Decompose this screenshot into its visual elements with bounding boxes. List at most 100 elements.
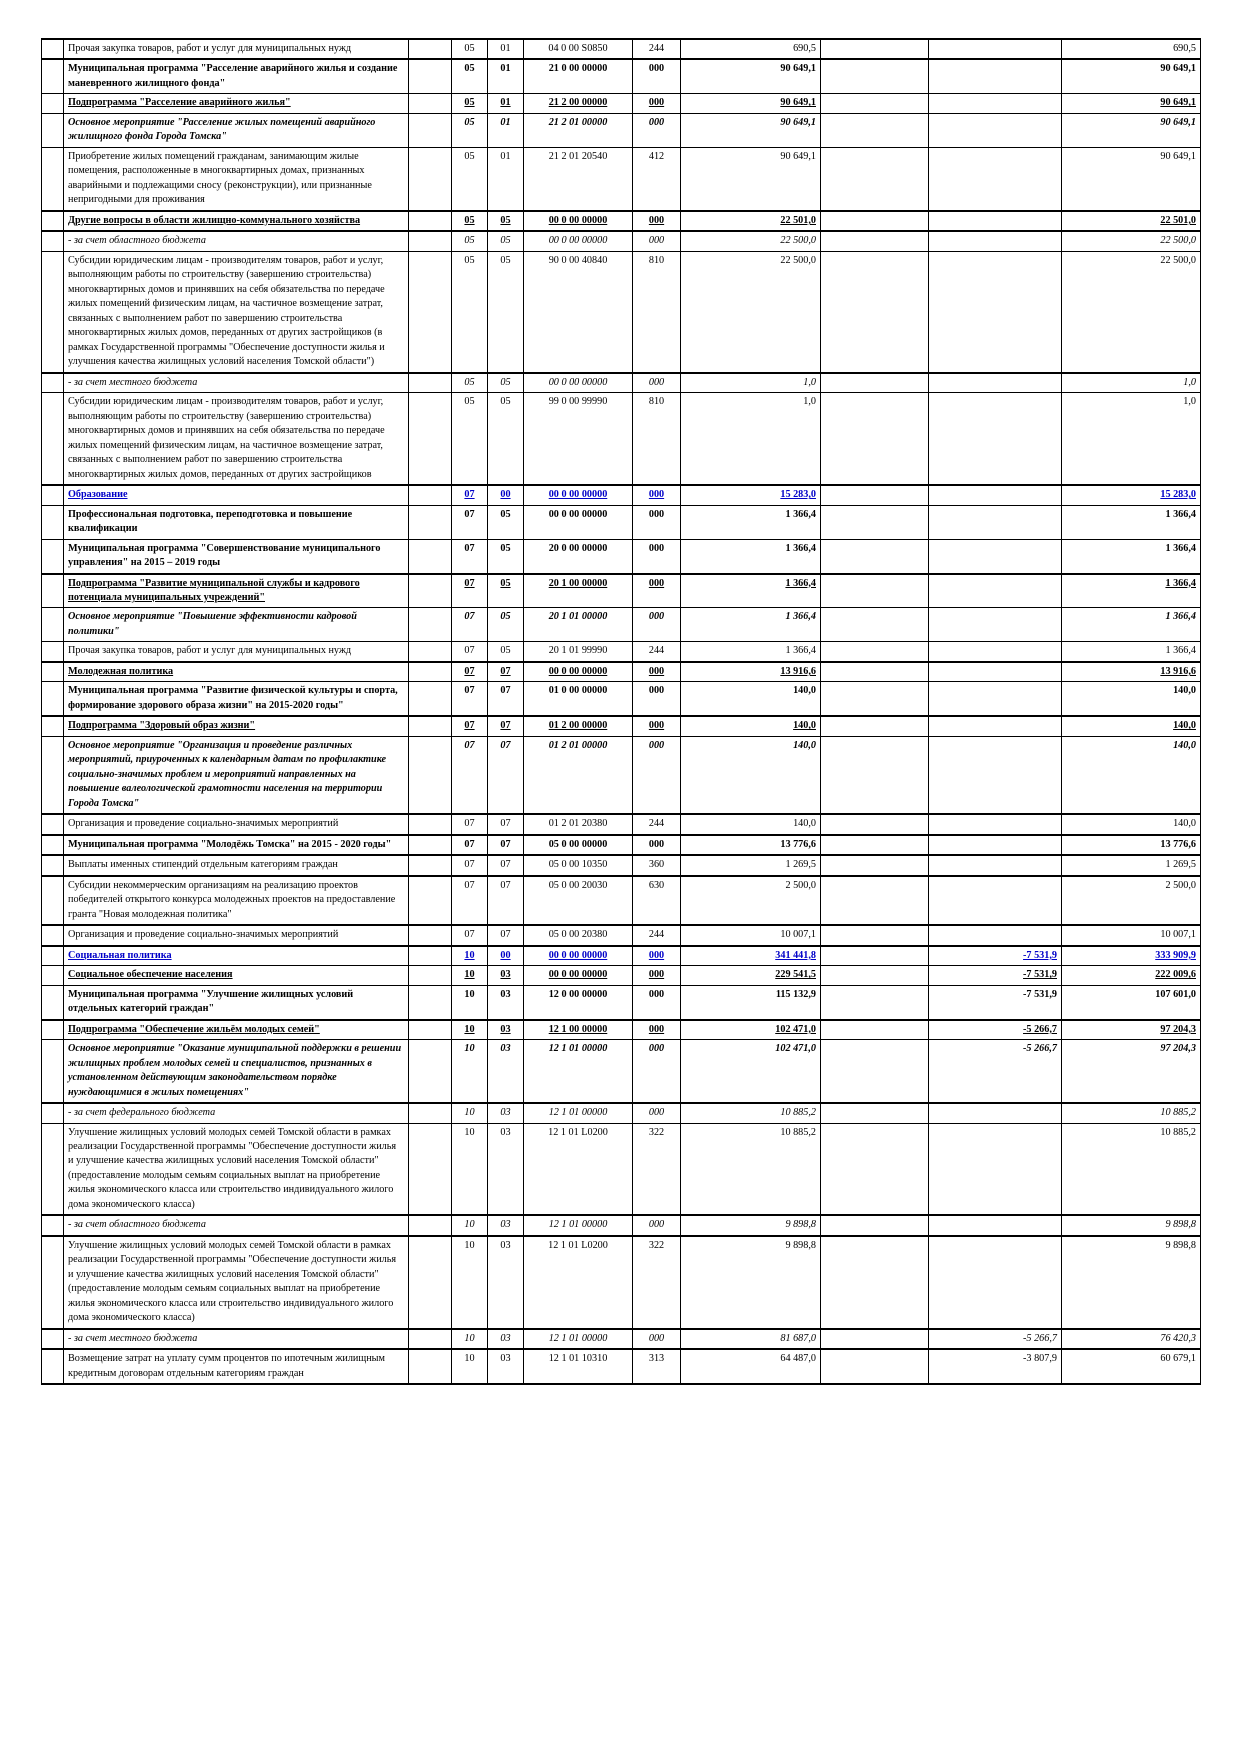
row-marker-cell — [41, 538, 64, 575]
row-rz-cell-text: 07 — [464, 611, 475, 623]
row-vr-cell-text: 000 — [648, 376, 665, 388]
table-row: - за счет местного бюджета 05 05 00 0 00 00… — [41, 371, 1201, 394]
row-name-cell: Основное мероприятие "Оказание муниципал… — [63, 1039, 409, 1104]
table-row: Основное мероприятие "Организация и пров… — [41, 735, 1201, 815]
row-vr-cell: 313 — [632, 1348, 681, 1386]
row-rz-cell: 10 — [451, 1039, 488, 1104]
row-pr-cell-text: 03 — [500, 1239, 511, 1251]
row-blank-cell — [408, 681, 452, 717]
row-pr-cell: 03 — [487, 1018, 524, 1041]
row-name-cell: - за счет областного бюджета — [63, 1214, 409, 1237]
row-rz-cell: 10 — [451, 965, 488, 986]
row-vr-cell: 412 — [632, 146, 681, 212]
row-blank-cell — [408, 1234, 452, 1330]
table-row: Другие вопросы в области жилищно-коммуна… — [41, 209, 1201, 232]
row-sum1-cell-text: 90 649,1 — [780, 97, 816, 109]
row-sum1-cell-text: 13 776,6 — [780, 838, 816, 850]
row-marker-cell — [41, 1018, 64, 1041]
row-csr-cell-text: 20 1 01 00000 — [548, 611, 608, 623]
row-pr-cell-text: 07 — [500, 685, 511, 697]
row-blank-cell — [408, 874, 452, 926]
row-pr-cell: 07 — [487, 874, 524, 926]
row-pr-cell-text: 05 — [500, 542, 511, 554]
row-name-cell: Основное мероприятие "Повышение эффектив… — [63, 607, 409, 643]
row-csr-cell-text: 21 2 01 20540 — [548, 150, 608, 162]
row-vr-cell-text: 322 — [648, 1126, 665, 1138]
row-sum4-cell: 140,0 — [1061, 813, 1201, 836]
row-sum1-cell: 1 366,4 — [680, 607, 821, 643]
row-sum3-cell — [928, 250, 1062, 374]
row-marker-cell — [41, 504, 64, 540]
row-rz-cell-text: 07 — [464, 720, 475, 732]
row-sum2-cell — [820, 230, 929, 252]
row-rz-cell: 10 — [451, 1327, 488, 1350]
row-csr-cell: 05 0 00 20380 — [523, 924, 633, 947]
row-csr-cell-text: 01 2 01 00000 — [548, 739, 608, 751]
row-csr-cell-text: 20 1 01 99990 — [548, 645, 608, 657]
row-sum1-cell: 102 471,0 — [680, 1018, 821, 1041]
row-vr-cell-text: 000 — [648, 1023, 665, 1035]
row-csr-cell: 01 0 00 00000 — [523, 681, 633, 717]
row-sum1-cell-text: 1,0 — [803, 396, 816, 408]
table-row: Субсидии юридическим лицам - производите… — [41, 392, 1201, 486]
row-sum1-cell: 22 500,0 — [680, 250, 821, 374]
row-sum4-cell-text: 1 269,5 — [1165, 859, 1196, 871]
row-sum4-cell: 9 898,8 — [1061, 1214, 1201, 1237]
row-sum3-cell — [928, 93, 1062, 114]
row-sum4-cell: 90 649,1 — [1061, 58, 1201, 95]
row-rz-cell-text: 05 — [464, 396, 475, 408]
row-csr-cell: 12 1 01 00000 — [523, 1039, 633, 1104]
row-pr-cell: 03 — [487, 1348, 524, 1386]
row-sum1-cell-text: 229 541,5 — [775, 969, 816, 981]
row-vr-cell-text: 000 — [648, 838, 665, 850]
row-sum3-cell — [928, 660, 1062, 683]
row-name-cell-text: Основное мероприятие "Оказание муниципал… — [68, 1043, 402, 1098]
row-sum1-cell-text: 10 885,2 — [780, 1126, 816, 1138]
row-vr-cell: 000 — [632, 1018, 681, 1041]
row-sum4-cell-text: 140,0 — [1173, 739, 1196, 751]
row-name-cell: Прочая закупка товаров, работ и услуг дл… — [63, 641, 409, 663]
row-pr-cell-text: 01 — [500, 97, 511, 109]
row-sum4-cell-text: 97 204,3 — [1160, 1023, 1196, 1035]
row-name-cell: Муниципальная программа "Улучшение жилищ… — [63, 984, 409, 1021]
row-vr-cell-text: 322 — [648, 1239, 665, 1251]
table-row: Муниципальная программа "Развитие физиче… — [41, 681, 1201, 717]
row-csr-cell-text: 12 1 01 00000 — [548, 1043, 608, 1055]
row-blank-cell — [408, 112, 452, 148]
row-csr-cell-text: 21 2 00 00000 — [548, 97, 608, 109]
row-sum4-cell-text: 22 500,0 — [1160, 254, 1196, 266]
row-sum3-cell — [928, 874, 1062, 926]
row-blank-cell — [408, 209, 452, 232]
row-rz-cell-text: 10 — [464, 988, 475, 1000]
row-vr-cell: 244 — [632, 924, 681, 947]
row-vr-cell: 322 — [632, 1234, 681, 1330]
table-row: Муниципальная программа "Совершенствован… — [41, 538, 1201, 575]
row-sum2-cell — [820, 484, 929, 506]
row-sum2-cell — [820, 735, 929, 815]
row-vr-cell-text: 000 — [648, 665, 665, 677]
row-rz-cell-text: 10 — [464, 1353, 475, 1365]
row-sum1-cell-text: 1 366,4 — [785, 577, 816, 589]
row-rz-cell-text: 10 — [464, 969, 475, 981]
row-pr-cell: 05 — [487, 572, 524, 609]
row-name-cell: Улучшение жилищных условий молодых семей… — [63, 1122, 409, 1216]
row-sum4-cell-text: 1,0 — [1183, 396, 1196, 408]
row-blank-cell — [408, 1102, 452, 1124]
row-sum4-cell: 13 916,6 — [1061, 660, 1201, 683]
row-vr-cell: 810 — [632, 392, 681, 486]
row-sum1-cell-text: 1 366,4 — [785, 542, 816, 554]
row-name-cell-text: Улучшение жилищных условий молодых семей… — [68, 1239, 397, 1324]
row-pr-cell: 01 — [487, 146, 524, 212]
row-vr-cell-text: 000 — [648, 720, 665, 732]
row-sum4-cell: 10 885,2 — [1061, 1122, 1201, 1216]
table-row: Основное мероприятие "Расселение жилых п… — [41, 112, 1201, 148]
row-vr-cell: 810 — [632, 250, 681, 374]
row-sum1-cell-text: 10 885,2 — [780, 1107, 816, 1119]
row-marker-cell — [41, 112, 64, 148]
row-pr-cell: 07 — [487, 813, 524, 836]
row-csr-cell-text: 00 0 00 00000 — [548, 665, 608, 677]
row-sum3-cell — [928, 37, 1062, 60]
row-sum3-cell: -7 531,9 — [928, 984, 1062, 1021]
row-sum1-cell-text: 1 366,4 — [785, 508, 816, 520]
row-csr-cell-text: 05 0 00 00000 — [548, 838, 608, 850]
